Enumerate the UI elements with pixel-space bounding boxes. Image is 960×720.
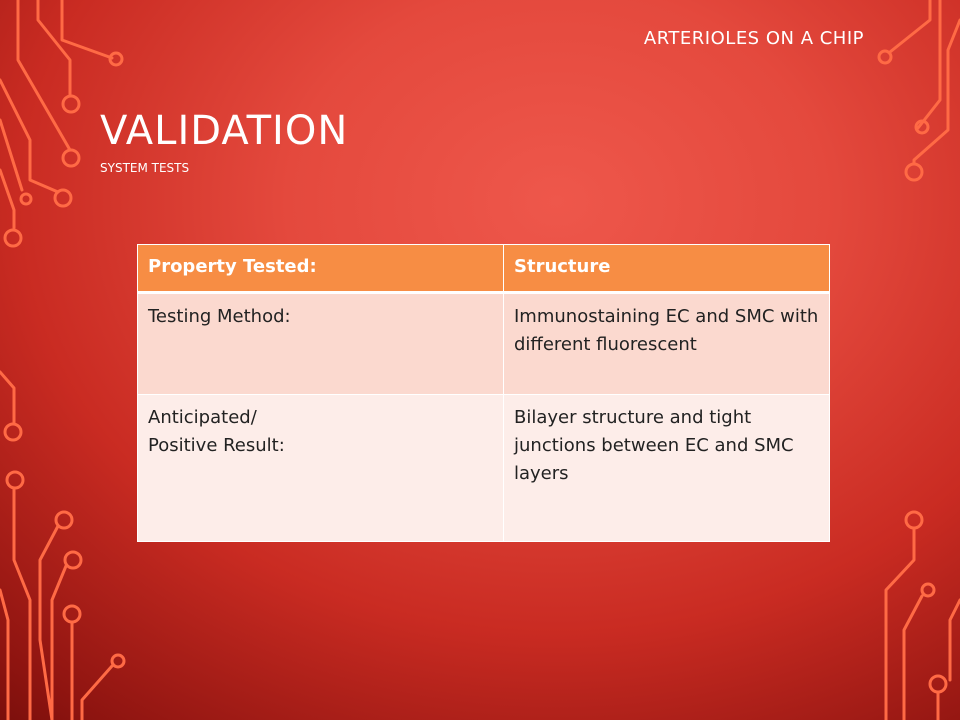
circuit-trace <box>0 370 16 426</box>
circuit-trace <box>50 564 68 720</box>
table-row: Testing Method: Immunostaining EC and SM… <box>137 292 830 395</box>
circuit-node <box>54 510 74 530</box>
slide-subtitle: SYSTEM TESTS <box>100 161 190 175</box>
circuit-node <box>110 653 126 669</box>
circuit-node <box>5 470 25 490</box>
slide-title: VALIDATION <box>100 108 349 154</box>
table-cell-label-line: Anticipated/ <box>148 407 257 428</box>
circuit-trace <box>916 0 942 130</box>
circuit-trace <box>80 664 114 720</box>
circuit-trace <box>0 118 24 192</box>
circuit-trace <box>36 0 72 98</box>
circuit-node <box>62 604 82 624</box>
circuit-trace <box>0 588 10 720</box>
circuit-trace <box>38 524 60 720</box>
circuit-node <box>61 94 81 114</box>
table-cell-value: Immunostaining EC and SMC with different… <box>503 292 830 395</box>
circuit-trace <box>948 598 960 682</box>
circuit-trace <box>0 168 16 230</box>
circuit-trace <box>0 78 60 194</box>
table-cell-label-line: Positive Result: <box>148 435 285 456</box>
circuit-node <box>904 510 924 530</box>
table-header-cell: Structure <box>503 244 830 294</box>
circuit-node <box>61 148 81 168</box>
circuit-node <box>914 119 930 135</box>
circuit-node <box>928 674 948 694</box>
circuit-node <box>19 192 33 206</box>
circuit-trace <box>12 486 32 720</box>
presentation-header: ARTERIOLES ON A CHIP <box>643 28 864 49</box>
circuit-trace <box>884 526 916 720</box>
circuit-trace <box>16 0 72 152</box>
circuit-node <box>920 582 936 598</box>
circuit-trace <box>902 594 924 720</box>
circuit-node <box>53 188 73 208</box>
table-cell-label: Testing Method: <box>137 292 504 395</box>
circuit-node <box>63 550 83 570</box>
table-row: Anticipated/ Positive Result: Bilayer st… <box>137 394 830 542</box>
circuit-node <box>877 49 893 65</box>
circuit-node <box>904 162 924 182</box>
table-header-cell: Property Tested: <box>137 244 504 294</box>
table-cell-value: Bilayer structure and tight junctions be… <box>503 394 830 542</box>
circuit-trace <box>60 0 114 60</box>
circuit-trace <box>888 0 932 54</box>
circuit-node <box>108 51 124 67</box>
table-header-row: Property Tested: Structure <box>137 244 830 294</box>
circuit-trace <box>912 18 960 166</box>
circuit-node <box>3 228 23 248</box>
table-cell-label: Anticipated/ Positive Result: <box>137 394 504 542</box>
validation-table: Property Tested: Structure Testing Metho… <box>137 244 830 542</box>
circuit-node <box>3 422 23 442</box>
